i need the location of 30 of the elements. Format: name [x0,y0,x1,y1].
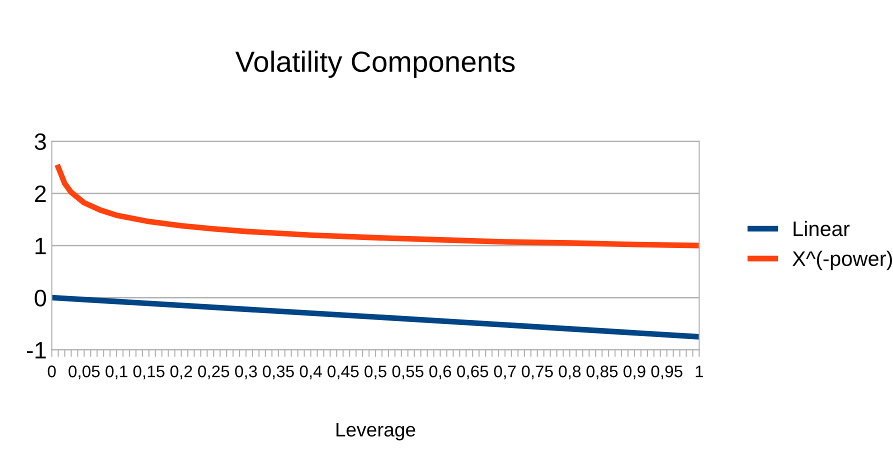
legend-label: Linear [794,220,850,236]
x-tick-label: 0,2 [170,366,192,380]
x-tick-label: 0,25 [198,366,230,380]
x-tick-label: 0,75 [522,366,553,380]
x-tick-label: 0,15 [133,366,164,380]
x-tick-label: 0,05 [68,366,100,380]
y-tick-label: 0 [34,290,46,306]
x-tick-label: 1 [696,366,704,378]
x-tick-label: 0 [48,366,56,378]
x-tick-label: 0,95 [651,366,682,380]
x-tick-label: 0,6 [429,366,452,380]
x-tick-label: 0,9 [624,366,646,380]
x-tick-label: 0,3 [235,366,257,380]
x-tick-label: 0,85 [586,366,618,380]
x-axis-title: Leverage [336,423,416,440]
x-tick-label: 0,1 [106,366,128,380]
chart-title: Volatility Components [235,50,515,78]
x-tick-label: 0,65 [457,366,488,380]
x-tick-label: 0,5 [364,366,386,380]
y-tick-label: 1 [36,238,46,254]
y-tick-label: -1 [26,342,46,358]
y-tick-label: 2 [34,185,46,202]
x-tick-label: 0,4 [300,366,322,380]
legend-label: X^(-power) [792,250,892,270]
x-tick-label: 0,7 [494,366,516,380]
x-tick-label: 0,55 [392,366,424,380]
x-tick-label: 0,35 [262,366,294,380]
y-tick-label: 3 [34,133,46,150]
x-tick-label: 0,45 [328,366,359,380]
x-tick-label: 0,8 [558,366,581,380]
